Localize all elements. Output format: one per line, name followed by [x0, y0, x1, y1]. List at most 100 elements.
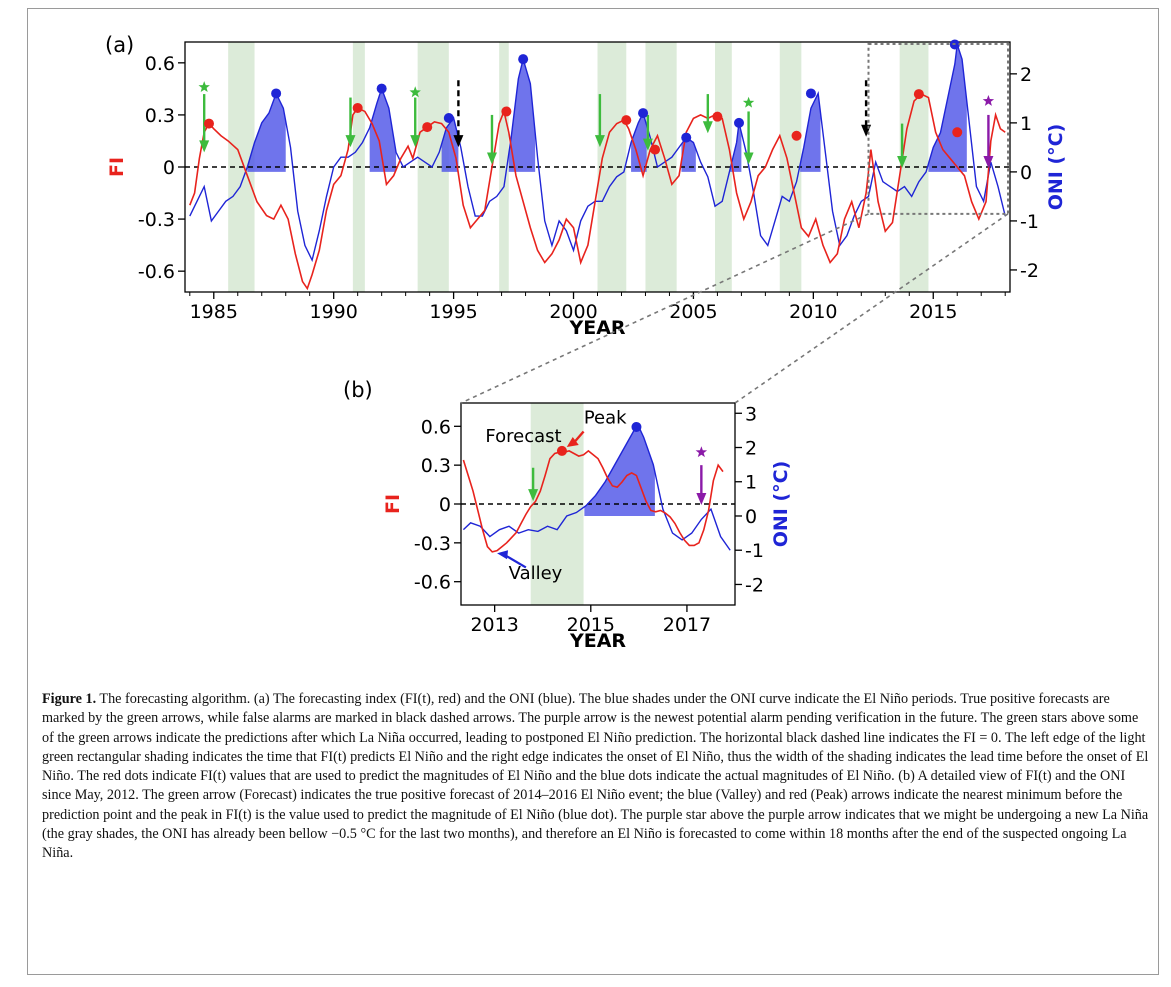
oni-peak-dot — [733, 117, 744, 128]
caption-text: The forecasting algorithm. (a) The forec… — [42, 691, 1149, 862]
oni-peak-dot — [271, 88, 282, 99]
el-nino-shade — [584, 426, 655, 516]
fi-line — [462, 449, 724, 553]
purple-star — [695, 446, 708, 458]
fi-prediction-dot — [621, 115, 632, 126]
true-alarm-arrow-head — [702, 121, 713, 134]
zoom-connector-lines — [460, 43, 1010, 404]
forecast-annotation: Forecast — [485, 426, 561, 447]
panel-label: (a) — [105, 33, 134, 57]
true-alarm-arrow-head — [642, 138, 653, 151]
oni-line — [189, 44, 1006, 263]
y-right-tick-label: -2 — [745, 574, 764, 596]
new-alarm-arrow-head — [696, 493, 707, 505]
true-alarm-arrow-head — [345, 135, 356, 148]
green-star — [409, 86, 421, 98]
green-star — [198, 81, 210, 92]
peak-pointer-head — [566, 437, 579, 448]
plot-area — [185, 42, 1010, 292]
true-alarm-arrow-head — [594, 135, 605, 148]
y-left-tick-label: 0 — [163, 157, 175, 179]
x-tick-label: 2017 — [663, 614, 711, 636]
zoom-box — [867, 43, 1010, 215]
panel-label: (b) — [343, 378, 373, 402]
peak-annotation: Peak — [584, 408, 627, 429]
true-alarm-arrow-head — [486, 152, 497, 165]
y-right-tick-label: 2 — [1020, 64, 1032, 86]
caption-figure-label: Figure 1. — [42, 691, 97, 707]
x-tick-label: 2000 — [549, 301, 597, 323]
y-right-tick-label: 3 — [745, 403, 757, 425]
y-left-tick-label: 0.6 — [421, 416, 451, 438]
plot-area — [461, 403, 735, 605]
fi-prediction-dot — [913, 89, 924, 100]
oni-peak-dot — [443, 112, 454, 123]
fi-prediction-dot — [952, 127, 963, 138]
x-tick-label: 1985 — [190, 301, 238, 323]
y-left-tick-label: 0.6 — [145, 53, 175, 75]
x-tick-label: 2015 — [909, 301, 957, 323]
y-left-tick-label: 0.3 — [145, 105, 175, 127]
el-nino-shade — [247, 93, 286, 172]
el-nino-shade — [800, 93, 821, 172]
y-left-tick-label: 0.3 — [421, 455, 451, 477]
fi-prediction-dot — [203, 118, 214, 129]
false-alarm-arrow-head — [453, 135, 464, 148]
oni-peak-dot — [518, 54, 529, 65]
x-tick-label: 2015 — [567, 614, 615, 636]
x-tick-label: 1990 — [310, 301, 358, 323]
figure-frame — [27, 8, 1159, 975]
zoom-line-left — [460, 213, 869, 404]
true-alarm-arrow-head — [410, 135, 421, 148]
zoom-line-right — [734, 213, 1009, 404]
y-right-tick-label: 1 — [1020, 113, 1032, 135]
y-right-tick-label: 1 — [745, 472, 757, 494]
oni-peak-dot — [805, 88, 816, 99]
oni-peak-dot — [631, 421, 642, 432]
el-nino-shade — [508, 59, 536, 172]
green-star — [742, 96, 755, 108]
oni-peak-dot — [376, 83, 387, 94]
x-tick-label: 2005 — [669, 301, 717, 323]
fi-prediction-dot — [791, 130, 802, 141]
y-right-tick-label: 2 — [745, 438, 757, 460]
y-left-tick-label: -0.3 — [414, 533, 451, 555]
y-left-tick-label: -0.6 — [414, 572, 451, 594]
fi-prediction-dot — [422, 122, 433, 133]
x-tick-label: 2010 — [789, 301, 837, 323]
forecast-arrow-head — [528, 489, 539, 502]
fi-prediction-dot — [712, 111, 723, 122]
true-alarm-arrow-head — [199, 140, 210, 153]
valley-pointer-shaft — [504, 554, 527, 569]
oni-axis-label: ONI (°C) — [770, 461, 792, 548]
x-axis-label: YEAR — [568, 317, 625, 339]
true-alarm-arrow-head — [897, 156, 908, 168]
panel-a: 1985 1990 1995 2000 2005 2010 2015 YEAR 0.6 0.3 0 -… — [105, 33, 1067, 339]
fi-prediction-dot — [501, 106, 512, 117]
valley-pointer-head — [497, 550, 509, 560]
y-right-tick-label: -1 — [1020, 211, 1039, 233]
y-left-tick-label: -0.3 — [138, 209, 175, 231]
oni-peak-dot — [681, 132, 692, 143]
panel-b: 2013 2015 2017 YEAR 0.6 0.3 0 -0.3 -0.6 3 2 1 0 -1 -2 F… — [343, 378, 792, 652]
x-tick-label: 2013 — [470, 614, 518, 636]
el-nino-shade — [729, 122, 742, 172]
el-nino-shade — [681, 137, 696, 172]
fi-prediction-dot — [650, 144, 661, 155]
el-nino-shade — [928, 44, 967, 172]
oni-axis-label: ONI (°C) — [1045, 124, 1067, 211]
fi-line — [189, 93, 1006, 291]
true-alarm-arrow-head — [743, 152, 754, 165]
oni-peak-dot — [638, 108, 649, 119]
y-right-tick-label: 0 — [745, 506, 757, 528]
lead-time-shade — [715, 42, 732, 292]
fi-axis-label: FI — [106, 157, 128, 177]
el-nino-shade — [369, 88, 397, 172]
lead-time-shade — [530, 403, 584, 605]
el-nino-shade — [631, 113, 647, 172]
false-alarm-arrow-head — [861, 124, 872, 137]
y-left-tick-label: -0.6 — [138, 261, 175, 283]
y-right-tick-label: -2 — [1020, 260, 1039, 282]
y-left-tick-label: 0 — [439, 494, 451, 516]
